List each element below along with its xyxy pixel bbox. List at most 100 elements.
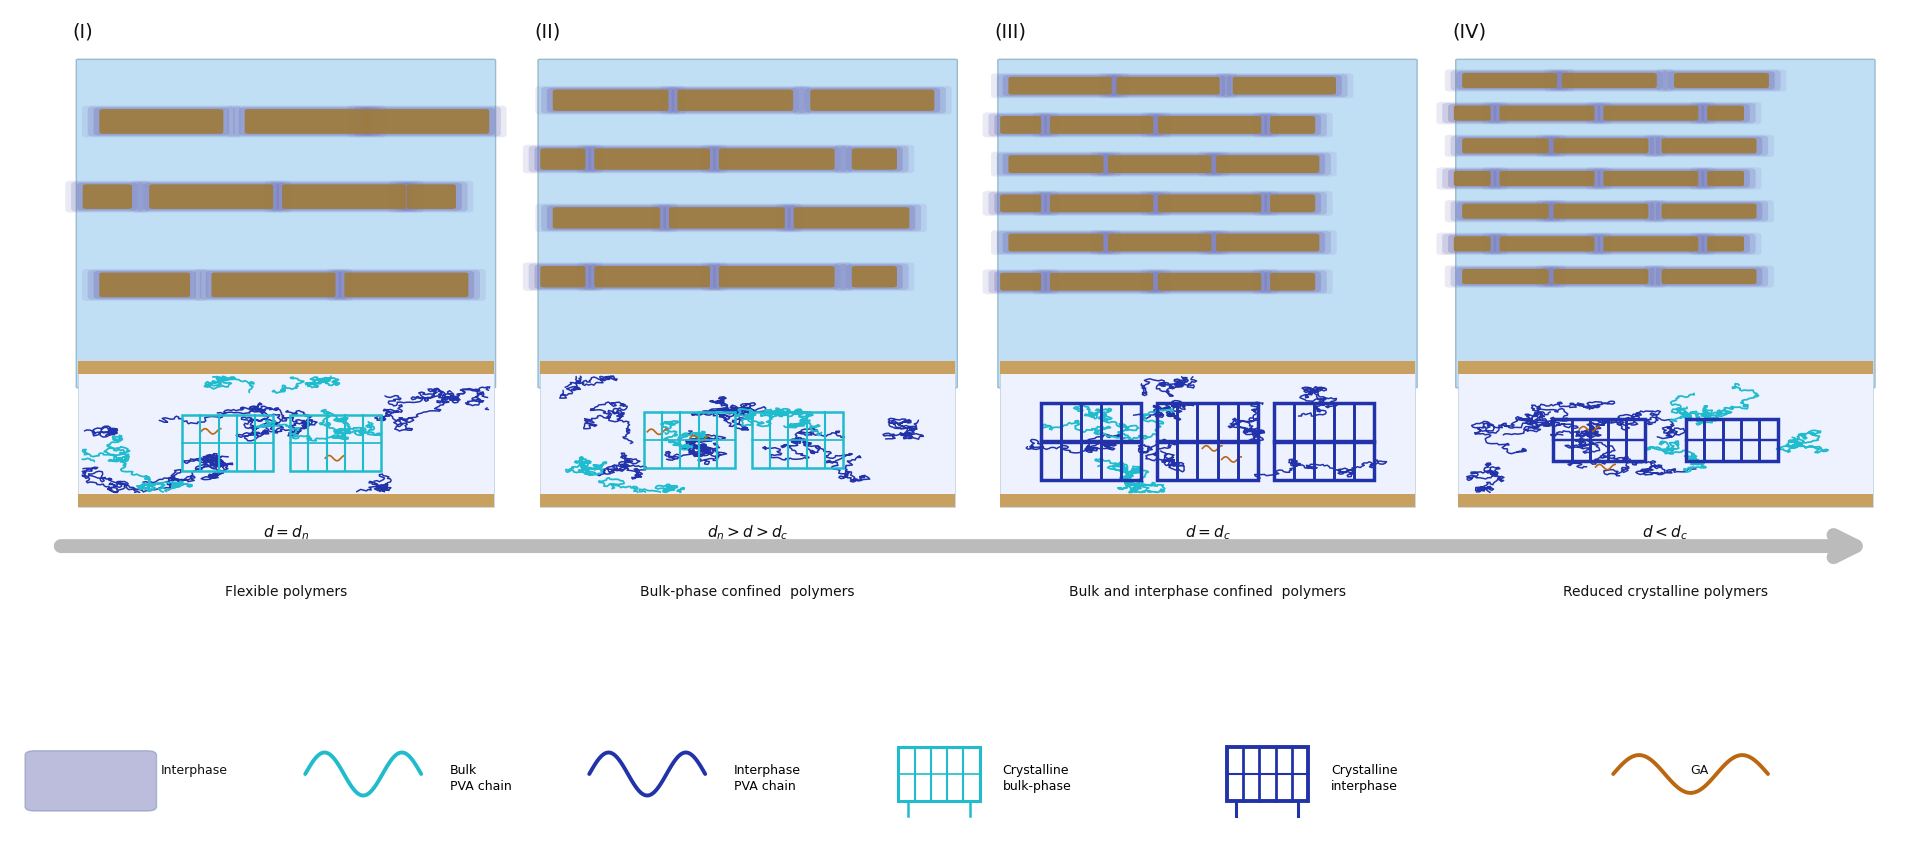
FancyBboxPatch shape xyxy=(1003,232,1109,253)
FancyBboxPatch shape xyxy=(547,206,667,230)
FancyBboxPatch shape xyxy=(1003,154,1109,175)
FancyBboxPatch shape xyxy=(1598,235,1704,253)
FancyBboxPatch shape xyxy=(1451,71,1569,90)
FancyBboxPatch shape xyxy=(1690,233,1762,255)
FancyBboxPatch shape xyxy=(131,181,290,212)
Bar xyxy=(77,361,495,374)
Text: $d_n>d>d_c$: $d_n>d>d_c$ xyxy=(707,523,788,542)
FancyBboxPatch shape xyxy=(595,148,711,169)
FancyBboxPatch shape xyxy=(282,184,406,209)
FancyBboxPatch shape xyxy=(1592,234,1710,254)
FancyBboxPatch shape xyxy=(1449,169,1497,187)
FancyBboxPatch shape xyxy=(143,182,278,211)
FancyBboxPatch shape xyxy=(1264,271,1321,292)
FancyBboxPatch shape xyxy=(1003,75,1117,96)
FancyBboxPatch shape xyxy=(1644,266,1774,288)
FancyBboxPatch shape xyxy=(1708,106,1745,120)
Bar xyxy=(1041,441,1142,480)
Bar xyxy=(1687,420,1777,461)
FancyBboxPatch shape xyxy=(547,88,674,113)
FancyBboxPatch shape xyxy=(1463,73,1557,88)
FancyBboxPatch shape xyxy=(1488,103,1605,123)
FancyBboxPatch shape xyxy=(595,266,711,287)
FancyBboxPatch shape xyxy=(524,262,603,291)
FancyBboxPatch shape xyxy=(1457,59,1874,388)
Bar xyxy=(1227,747,1308,801)
FancyBboxPatch shape xyxy=(1001,116,1041,134)
FancyBboxPatch shape xyxy=(1151,271,1267,292)
FancyBboxPatch shape xyxy=(835,144,914,174)
FancyBboxPatch shape xyxy=(835,262,914,291)
Text: Reduced crystalline polymers: Reduced crystalline polymers xyxy=(1563,585,1768,599)
Bar xyxy=(1041,403,1142,442)
FancyBboxPatch shape xyxy=(1592,169,1710,188)
FancyBboxPatch shape xyxy=(71,181,143,212)
FancyBboxPatch shape xyxy=(997,152,1115,175)
FancyBboxPatch shape xyxy=(989,270,1053,293)
FancyBboxPatch shape xyxy=(211,273,336,298)
FancyBboxPatch shape xyxy=(1103,232,1217,253)
FancyBboxPatch shape xyxy=(1103,154,1217,175)
FancyBboxPatch shape xyxy=(359,108,495,135)
FancyBboxPatch shape xyxy=(1598,169,1704,187)
FancyBboxPatch shape xyxy=(997,74,1122,97)
FancyBboxPatch shape xyxy=(1493,104,1600,122)
Text: (II): (II) xyxy=(535,22,560,41)
FancyBboxPatch shape xyxy=(1117,77,1219,95)
FancyBboxPatch shape xyxy=(777,204,927,232)
Bar xyxy=(77,361,495,507)
FancyBboxPatch shape xyxy=(1650,136,1768,156)
FancyBboxPatch shape xyxy=(1656,202,1762,220)
FancyBboxPatch shape xyxy=(1553,269,1648,284)
FancyBboxPatch shape xyxy=(782,205,922,231)
FancyBboxPatch shape xyxy=(1457,71,1563,89)
FancyBboxPatch shape xyxy=(1097,231,1223,254)
FancyBboxPatch shape xyxy=(1009,234,1103,251)
FancyBboxPatch shape xyxy=(348,106,506,138)
FancyBboxPatch shape xyxy=(25,751,156,811)
FancyBboxPatch shape xyxy=(1037,114,1165,137)
Bar xyxy=(182,415,274,471)
FancyBboxPatch shape xyxy=(1435,168,1509,190)
FancyBboxPatch shape xyxy=(1441,103,1503,123)
FancyBboxPatch shape xyxy=(1151,114,1267,135)
FancyBboxPatch shape xyxy=(541,87,680,114)
FancyBboxPatch shape xyxy=(589,265,717,289)
FancyBboxPatch shape xyxy=(541,148,585,169)
FancyBboxPatch shape xyxy=(1049,194,1153,212)
FancyBboxPatch shape xyxy=(1092,230,1229,255)
FancyBboxPatch shape xyxy=(1140,269,1279,294)
FancyBboxPatch shape xyxy=(989,192,1053,215)
FancyBboxPatch shape xyxy=(1662,71,1781,90)
FancyBboxPatch shape xyxy=(99,273,189,298)
FancyBboxPatch shape xyxy=(792,86,952,114)
FancyBboxPatch shape xyxy=(1488,234,1605,254)
FancyBboxPatch shape xyxy=(1542,267,1660,286)
Bar xyxy=(541,361,956,374)
FancyBboxPatch shape xyxy=(1269,194,1316,212)
FancyBboxPatch shape xyxy=(701,262,852,291)
FancyBboxPatch shape xyxy=(788,206,916,230)
FancyBboxPatch shape xyxy=(578,262,728,291)
Text: $d=d_n$: $d=d_n$ xyxy=(263,523,309,542)
Bar xyxy=(290,415,381,471)
FancyBboxPatch shape xyxy=(1457,202,1555,220)
Bar xyxy=(1459,361,1874,374)
FancyBboxPatch shape xyxy=(1586,233,1716,255)
FancyBboxPatch shape xyxy=(810,89,935,111)
Bar xyxy=(1273,403,1374,442)
FancyBboxPatch shape xyxy=(1586,168,1716,190)
FancyBboxPatch shape xyxy=(1435,233,1509,255)
FancyBboxPatch shape xyxy=(1157,194,1262,212)
FancyBboxPatch shape xyxy=(344,273,468,298)
FancyBboxPatch shape xyxy=(1650,267,1768,286)
FancyBboxPatch shape xyxy=(541,266,585,287)
FancyBboxPatch shape xyxy=(846,147,902,171)
FancyBboxPatch shape xyxy=(1111,75,1225,96)
FancyBboxPatch shape xyxy=(1482,233,1611,255)
Bar xyxy=(541,494,956,507)
Bar xyxy=(77,494,495,507)
Text: Bulk-phase confined  polymers: Bulk-phase confined polymers xyxy=(639,585,856,599)
Text: Flexible polymers: Flexible polymers xyxy=(224,585,348,599)
FancyBboxPatch shape xyxy=(1198,151,1337,176)
